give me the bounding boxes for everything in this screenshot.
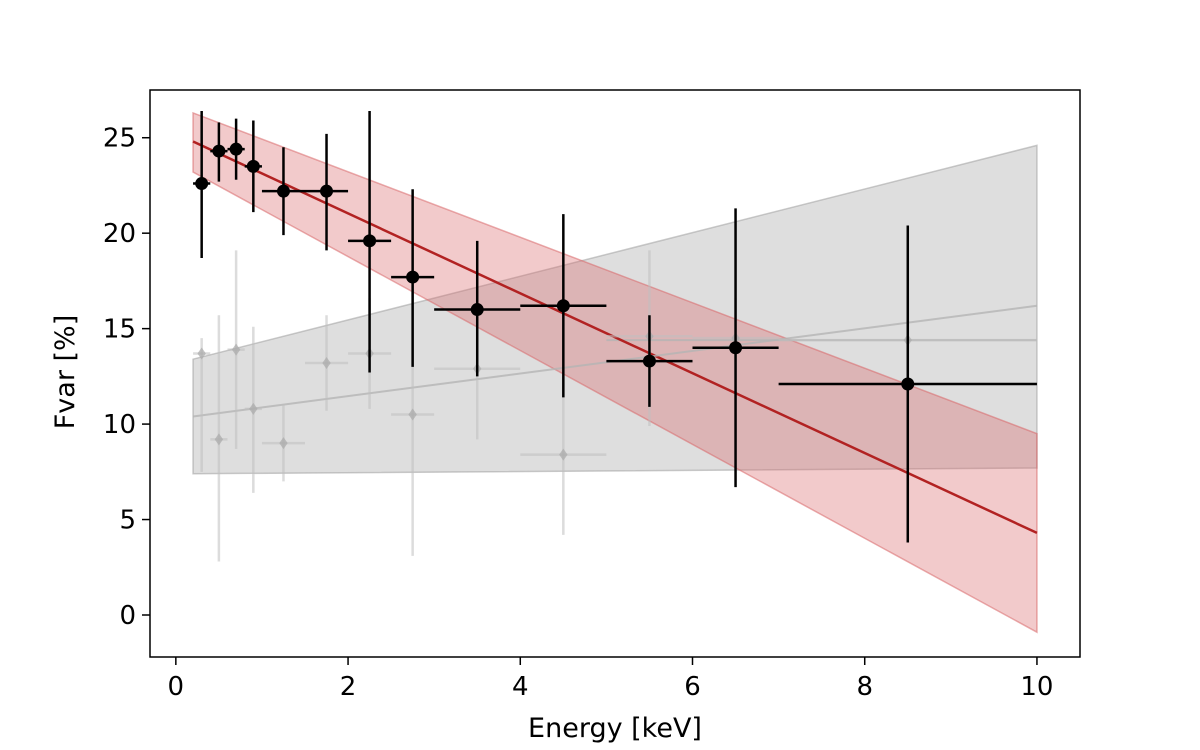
y-tick-label: 5 — [119, 506, 136, 536]
primary-data-point — [391, 189, 435, 367]
x-tick-label: 10 — [1020, 672, 1053, 702]
y-axis-label: Fvar [%] — [50, 315, 81, 429]
circle-marker — [363, 234, 377, 248]
plot-frame — [149, 89, 1081, 658]
x-axis-label: Energy [keV] — [528, 713, 702, 744]
x-tick-label: 2 — [340, 672, 357, 702]
primary-data-point — [193, 111, 211, 258]
secondary-data-point — [261, 405, 305, 482]
primary-data-point — [348, 111, 392, 373]
x-tick-label: 8 — [856, 672, 873, 702]
secondary-data-point — [193, 338, 211, 472]
circle-marker — [246, 159, 260, 173]
secondary-data-point — [210, 315, 228, 562]
red-confidence-band — [192, 111, 1038, 634]
secondary-data-point — [305, 315, 349, 411]
circle-marker — [470, 303, 484, 317]
primary-data-points — [193, 111, 1037, 543]
circle-marker — [642, 354, 656, 368]
circle-marker — [901, 377, 915, 391]
secondary-data-point — [520, 376, 607, 535]
primary-data-point — [692, 208, 779, 488]
x-tick-label: 6 — [684, 672, 701, 702]
primary-data-point — [305, 133, 349, 251]
confidence-bands — [192, 111, 1038, 634]
x-tick-label: 4 — [512, 672, 529, 702]
y-tick-label: 10 — [103, 410, 136, 440]
y-tick-label: 15 — [103, 315, 136, 345]
circle-marker — [276, 184, 290, 198]
primary-data-point — [520, 214, 607, 398]
diamond-marker — [279, 437, 288, 450]
primary-data-point — [606, 315, 693, 407]
circle-marker — [195, 177, 209, 191]
diamond-marker — [322, 357, 331, 369]
circle-marker — [406, 270, 420, 284]
diamond-marker — [231, 343, 241, 356]
primary-data-point — [778, 225, 1037, 543]
x-tick-label: 0 — [168, 672, 185, 702]
y-tick-label: 20 — [103, 219, 136, 249]
circle-marker — [229, 142, 243, 156]
secondary-data-point — [244, 326, 262, 493]
diamond-marker — [249, 402, 258, 415]
y-axis-ticks: 0 5 10 15 20 25 — [103, 124, 150, 631]
primary-data-point — [227, 118, 245, 180]
diamond-marker — [214, 433, 224, 446]
x-axis-ticks: 0 2 4 6 8 10 — [168, 657, 1053, 702]
diamond-marker — [559, 448, 568, 461]
circle-marker — [729, 341, 743, 355]
circle-marker — [556, 299, 570, 313]
primary-data-point — [244, 120, 262, 213]
diamond-marker — [408, 408, 417, 421]
primary-data-point — [434, 240, 521, 377]
primary-data-point — [210, 122, 228, 182]
primary-data-point — [261, 147, 305, 236]
circle-marker — [320, 184, 334, 198]
y-tick-label: 0 — [119, 601, 136, 631]
circle-marker — [212, 144, 226, 158]
diamond-marker — [197, 347, 206, 360]
secondary-data-point — [227, 250, 245, 449]
y-tick-label: 25 — [103, 124, 136, 154]
